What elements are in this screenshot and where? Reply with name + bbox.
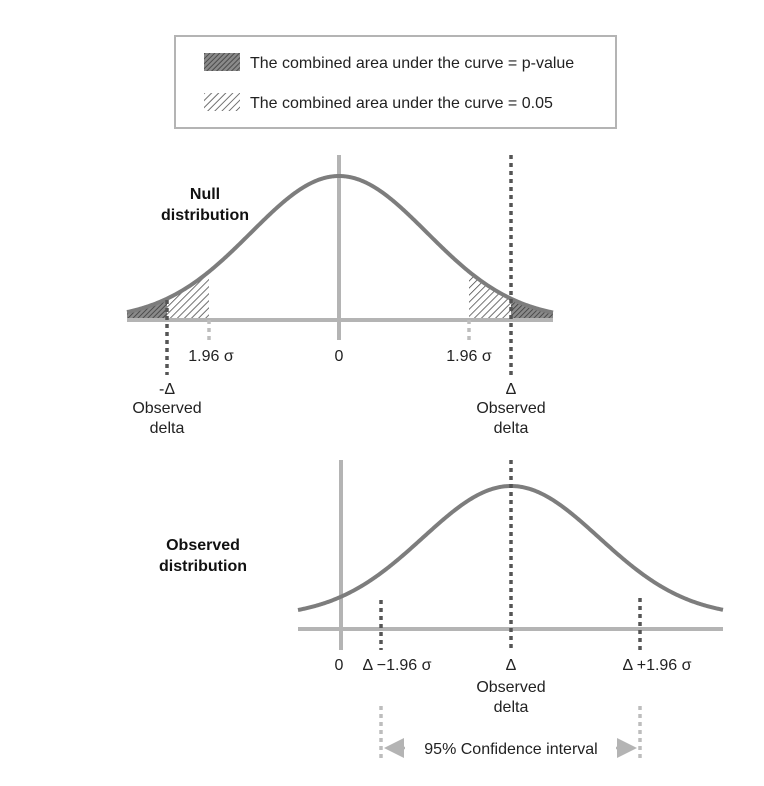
null-alpha-area-right [469, 271, 511, 318]
observed-delta-word: delta [494, 699, 529, 716]
null-pos-delta-word: delta [494, 420, 529, 437]
legend-box [174, 35, 617, 129]
observed-lower-label: Δ −1.96 σ [362, 657, 431, 674]
null-distribution-curve [126, 173, 554, 315]
legend-label-pvalue: The combined area under the curve = p-va… [250, 55, 574, 72]
null-right-sigma-label: 1.96 σ [446, 348, 492, 365]
legend-swatch-sparse [204, 93, 240, 111]
null-title-line1: Null [190, 186, 220, 203]
null-neg-delta-symbol: -Δ [159, 381, 175, 398]
legend-label-alpha: The combined area under the curve = 0.05 [250, 95, 553, 112]
null-title-line2: distribution [161, 207, 249, 224]
null-alpha-area-left [167, 271, 209, 318]
observed-upper-label: Δ +1.96 σ [622, 657, 691, 674]
observed-title-line1: Observed [166, 537, 240, 554]
ci-label: 95% Confidence interval [424, 741, 597, 758]
null-pos-delta-symbol: Δ [506, 381, 517, 398]
null-zero-label: 0 [335, 348, 344, 365]
legend-swatch-dense [204, 53, 240, 71]
observed-distribution-panel: Observed distribution 0 Δ −1.96 σ Δ Δ +1… [159, 460, 724, 760]
null-pos-observed-label: Observed [476, 400, 545, 417]
observed-delta-symbol: Δ [506, 657, 517, 674]
observed-observed-label: Observed [476, 679, 545, 696]
null-neg-delta-word: delta [150, 420, 185, 437]
observed-zero-label: 0 [335, 657, 344, 674]
null-distribution-panel: Null distribution 1.96 σ 0 1.96 σ -Δ Obs… [126, 155, 554, 437]
null-neg-observed-label: Observed [132, 400, 201, 417]
legend: The combined area under the curve = p-va… [174, 35, 617, 129]
observed-title-line2: distribution [159, 558, 247, 575]
null-left-sigma-label: 1.96 σ [188, 348, 234, 365]
